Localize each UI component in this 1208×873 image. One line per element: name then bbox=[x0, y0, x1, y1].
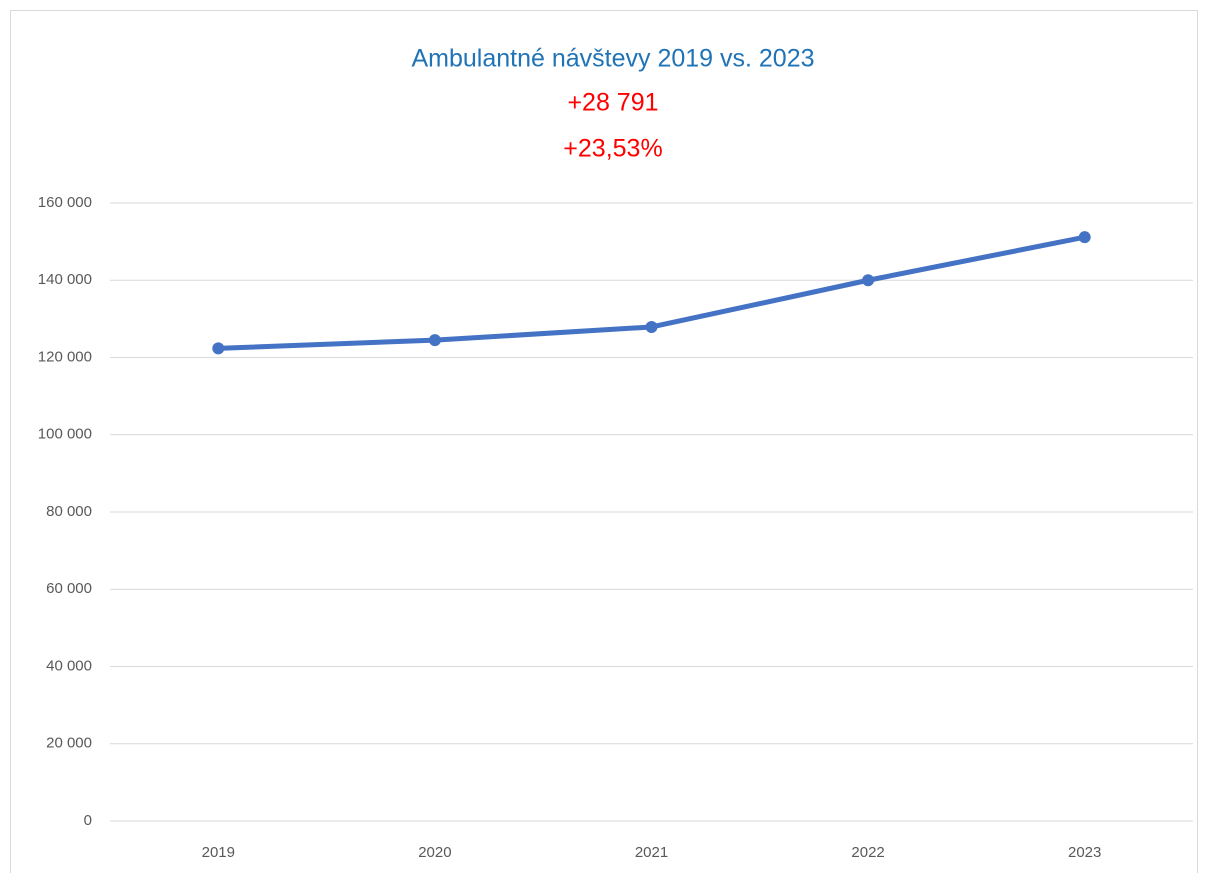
y-tick-label: 120 000 bbox=[38, 348, 92, 365]
y-tick-label: 160 000 bbox=[38, 194, 92, 211]
y-tick-label: 140 000 bbox=[38, 271, 92, 288]
data-point bbox=[428, 334, 441, 347]
x-tick-label: 2020 bbox=[418, 844, 451, 861]
y-tick-label: 100 000 bbox=[38, 426, 92, 443]
annotation: +23,53% bbox=[563, 135, 662, 163]
y-tick-label: 20 000 bbox=[46, 735, 92, 752]
chart-title: Ambulantné návštevy 2019 vs. 2023 bbox=[411, 45, 814, 73]
data-point bbox=[212, 342, 225, 355]
y-tick-label: 40 000 bbox=[46, 657, 92, 674]
y-tick-label: 60 000 bbox=[46, 580, 92, 597]
x-tick-label: 2022 bbox=[851, 844, 884, 861]
chart-frame bbox=[10, 10, 1198, 873]
y-tick-label: 0 bbox=[84, 812, 92, 829]
y-tick-label: 80 000 bbox=[46, 503, 92, 520]
x-tick-label: 2023 bbox=[1068, 844, 1101, 861]
data-point bbox=[645, 320, 658, 333]
data-point bbox=[1078, 231, 1091, 244]
x-tick-label: 2021 bbox=[635, 844, 668, 861]
annotation: +28 791 bbox=[567, 89, 658, 117]
x-tick-label: 2019 bbox=[202, 844, 235, 861]
data-point bbox=[862, 274, 875, 287]
